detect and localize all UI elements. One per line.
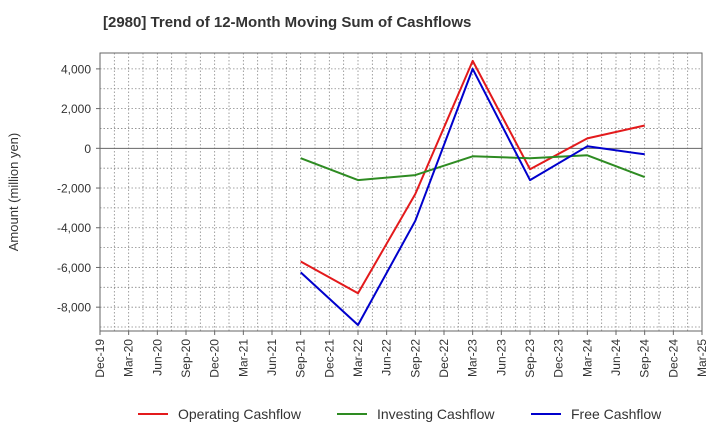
x-tick-label: Mar-25 — [695, 339, 709, 377]
x-tick-label: Jun-23 — [494, 339, 508, 376]
x-tick-label: Jun-20 — [150, 339, 164, 376]
x-tick-label: Jun-22 — [380, 339, 394, 376]
y-tick-label: -8,000 — [57, 301, 91, 315]
chart-title: [2980] Trend of 12-Month Moving Sum of C… — [103, 14, 471, 31]
x-tick-label: Sep-20 — [179, 339, 193, 378]
y-tick-label: -4,000 — [57, 221, 91, 235]
legend-label-investing-cashflow: Investing Cashflow — [377, 406, 495, 422]
x-tick-label: Mar-22 — [351, 339, 365, 377]
y-tick-label: 2,000 — [61, 102, 91, 116]
legend-layer: Operating Cashflow Investing Cashflow Free… — [138, 406, 662, 422]
plot-background — [100, 53, 702, 331]
x-tick-label: Mar-23 — [466, 339, 480, 377]
x-tick-label: Dec-21 — [322, 339, 336, 378]
x-tick-label: Dec-24 — [666, 339, 680, 378]
y-tick-label: -6,000 — [57, 261, 91, 275]
x-tick-label: Mar-20 — [122, 339, 136, 377]
y-axis-label: Amount (million yen) — [6, 133, 21, 252]
y-tick-label: 0 — [84, 142, 91, 156]
legend-label-free-cashflow: Free Cashflow — [571, 406, 662, 422]
x-tick-label: Sep-22 — [408, 339, 422, 378]
y-tick-label: 4,000 — [61, 62, 91, 76]
x-tick-label: Jun-24 — [609, 339, 623, 376]
x-tick-label: Sep-24 — [638, 339, 652, 378]
x-tick-label: Dec-23 — [552, 339, 566, 378]
x-tick-label: Mar-21 — [236, 339, 250, 377]
x-tick-label: Dec-22 — [437, 339, 451, 378]
x-tick-label: Mar-24 — [580, 339, 594, 377]
x-tick-label: Jun-21 — [265, 339, 279, 376]
y-tick-label: -2,000 — [57, 182, 91, 196]
grid-layer — [100, 53, 702, 331]
legend-label-operating-cashflow: Operating Cashflow — [178, 406, 302, 422]
x-tick-label: Dec-20 — [208, 339, 222, 378]
x-tick-label: Sep-21 — [294, 339, 308, 378]
x-tick-label: Sep-23 — [523, 339, 537, 378]
x-tick-label: Dec-19 — [93, 339, 107, 378]
